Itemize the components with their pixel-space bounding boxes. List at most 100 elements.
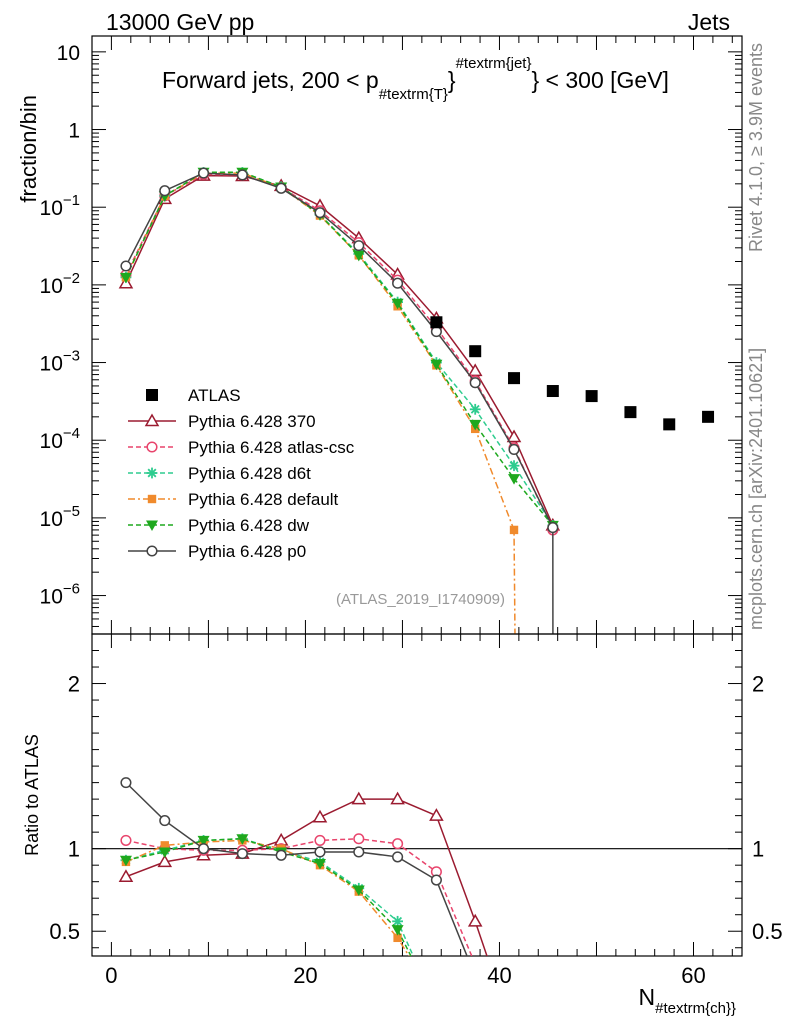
atlas-data-point (508, 372, 521, 385)
circle-marker (430, 326, 442, 338)
ratio-tick-label: 2 (68, 672, 80, 697)
legend-marker (146, 441, 158, 453)
y-tick-exponent: −3 (63, 348, 80, 365)
ratio-point (390, 791, 405, 805)
triangle-marker (118, 869, 134, 882)
square-marker (393, 933, 402, 943)
y-tick-mantissa: 10 (40, 275, 63, 298)
legend-entry: Pythia 6.428 d6t (128, 464, 311, 483)
ratio-line (125, 838, 412, 956)
circle-marker (159, 185, 171, 197)
ratio-point (352, 885, 365, 896)
ratio-point (275, 849, 287, 861)
legend-marker (147, 494, 157, 504)
series-point (469, 419, 482, 431)
circle-marker (353, 846, 365, 858)
series-point (392, 277, 404, 289)
legend-label: Pythia 6.428 d6t (188, 464, 311, 483)
ratio-point (120, 777, 132, 789)
category-label: Jets (688, 9, 730, 35)
atlas-data-point (624, 406, 637, 419)
circle-marker (275, 849, 287, 861)
energy-label: 13000 GeV pp (106, 9, 254, 35)
square-marker (509, 525, 519, 535)
circle-marker (120, 260, 132, 272)
ratio-point (314, 834, 326, 846)
legend-entry: Pythia 6.428 370 (128, 412, 316, 431)
triangle-down-marker (236, 834, 249, 845)
ratio-line (125, 838, 473, 956)
x-axis-label-main: N (638, 984, 655, 1010)
legend-label: Pythia 6.428 p0 (188, 542, 306, 561)
triangle-down-marker (119, 272, 132, 284)
ratio-point (160, 841, 169, 850)
circle-marker (198, 167, 210, 179)
title-brace: } (448, 67, 456, 93)
y-tick-label: 10−4 (40, 425, 80, 453)
circle-marker (314, 846, 326, 858)
circle-marker (198, 843, 210, 855)
x-tick-label: 0 (105, 963, 117, 988)
ratio-point (312, 809, 328, 823)
legend-marker (146, 545, 158, 557)
ratio-plot: 0 20 40 60 0.5 0.5 1 1 2 2 (49, 36, 783, 988)
ratio-tick-label-right: 0.5 (752, 919, 783, 944)
side-version-label: Rivet 4.1.0, ≥ 3.9M events (746, 43, 766, 252)
triangle-down-marker (391, 298, 404, 310)
series-point (275, 182, 287, 194)
triangle-marker (351, 791, 367, 805)
triangle-marker (144, 413, 160, 427)
circle-marker (146, 441, 158, 453)
circle-marker (353, 240, 365, 252)
series-point (469, 403, 481, 415)
series-point (120, 260, 132, 272)
series-5 (120, 167, 559, 634)
legend-entry: Pythia 6.428 default (128, 490, 339, 509)
legend-label: Pythia 6.428 atlas-csc (188, 438, 355, 457)
y-axis-label: fraction/bin (16, 95, 41, 203)
y-tick-label: 10−2 (40, 270, 80, 298)
atlas-data-point (469, 345, 482, 358)
y-tick-exponent: −4 (63, 425, 80, 442)
y-tick-mantissa: 10 (40, 353, 63, 376)
series-line (125, 173, 554, 531)
series-point (508, 474, 521, 485)
y-tick-label: 10−5 (40, 503, 80, 531)
series-point (314, 207, 326, 219)
ratio-point (118, 869, 134, 882)
ratio-point (393, 933, 402, 943)
ratio-point (198, 843, 210, 855)
y-tick-label: 10 (57, 42, 80, 65)
circle-marker (353, 833, 365, 845)
ratio-point (391, 925, 404, 936)
ratio-point (236, 834, 249, 845)
title-pre: Forward jets, 200 < p (162, 67, 379, 93)
triangle-down-marker (146, 520, 158, 531)
circle-marker (236, 169, 248, 181)
y-tick-exponent: −6 (63, 581, 80, 598)
star-marker-stroke (393, 916, 403, 926)
y-tick-label: 1 (68, 120, 80, 143)
triangle-marker (157, 854, 173, 868)
title-sup: #textrm{jet} (456, 55, 532, 72)
atlas-data-point (663, 418, 676, 431)
circle-marker (392, 838, 404, 850)
series-point (236, 169, 248, 181)
x-tick-label: 40 (487, 963, 511, 988)
triangle-marker (506, 429, 522, 443)
series-point (159, 185, 171, 197)
legend-label: Pythia 6.428 dw (188, 516, 310, 535)
triangle-down-marker (158, 847, 171, 858)
ratio-point (353, 833, 365, 845)
legend-label: Pythia 6.428 default (188, 490, 339, 509)
legend-entry: Pythia 6.428 p0 (128, 542, 306, 561)
circle-marker (314, 207, 326, 219)
ratio-point (157, 854, 173, 868)
x-axis-label: N#textrm{ch}} (638, 984, 736, 1017)
y-tick-mantissa: 10 (40, 508, 63, 531)
ratio-point (392, 915, 403, 927)
triangle-down-marker (313, 859, 326, 870)
ratio-point (430, 874, 442, 886)
